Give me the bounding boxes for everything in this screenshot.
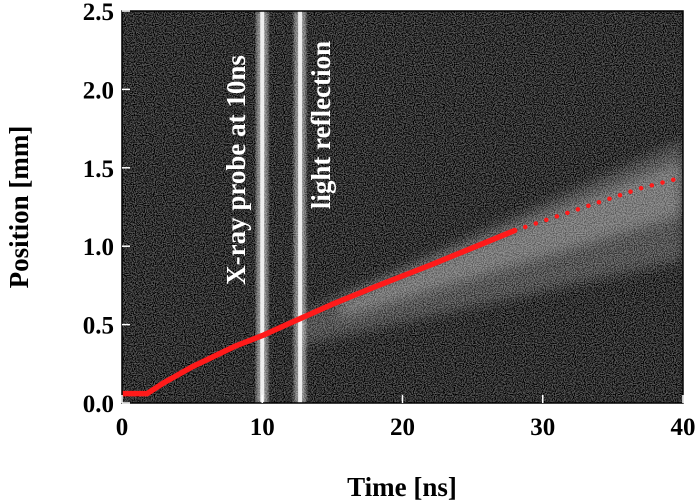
annotation-xray-probe: X-ray probe at 10ns xyxy=(221,55,251,285)
series-line-0 xyxy=(122,227,518,397)
y-tick-label: 2.0 xyxy=(83,77,114,104)
x-tick-label: 20 xyxy=(390,414,415,441)
series-layer xyxy=(122,174,683,397)
y-tick-label: 0.0 xyxy=(83,391,114,418)
series-line-1 xyxy=(512,174,683,233)
annotation-light-reflection: light reflection xyxy=(306,41,336,209)
y-tick-label: 1.5 xyxy=(83,156,114,183)
y-axis-label: Position [mm] xyxy=(4,126,34,289)
y-axis: 0.0 0.5 1.0 1.5 2.0 2.5 xyxy=(83,0,130,418)
streak-core-1 xyxy=(298,11,303,403)
bright-band-core xyxy=(340,160,683,318)
x-axis-label: Time [ns] xyxy=(347,472,457,502)
x-tick-label: 40 xyxy=(671,414,696,441)
vertical-streaks xyxy=(256,11,307,403)
plot-area xyxy=(122,11,683,403)
y-tick-label: 2.5 xyxy=(83,0,114,26)
x-tick-label: 0 xyxy=(116,414,129,441)
y-tick-label: 0.5 xyxy=(83,313,114,340)
streak-core-0 xyxy=(260,11,265,403)
x-axis: 0 10 20 30 40 xyxy=(116,395,696,441)
x-tick-label: 30 xyxy=(530,414,555,441)
y-tick-label: 1.0 xyxy=(83,234,114,261)
x-tick-label: 10 xyxy=(250,414,275,441)
